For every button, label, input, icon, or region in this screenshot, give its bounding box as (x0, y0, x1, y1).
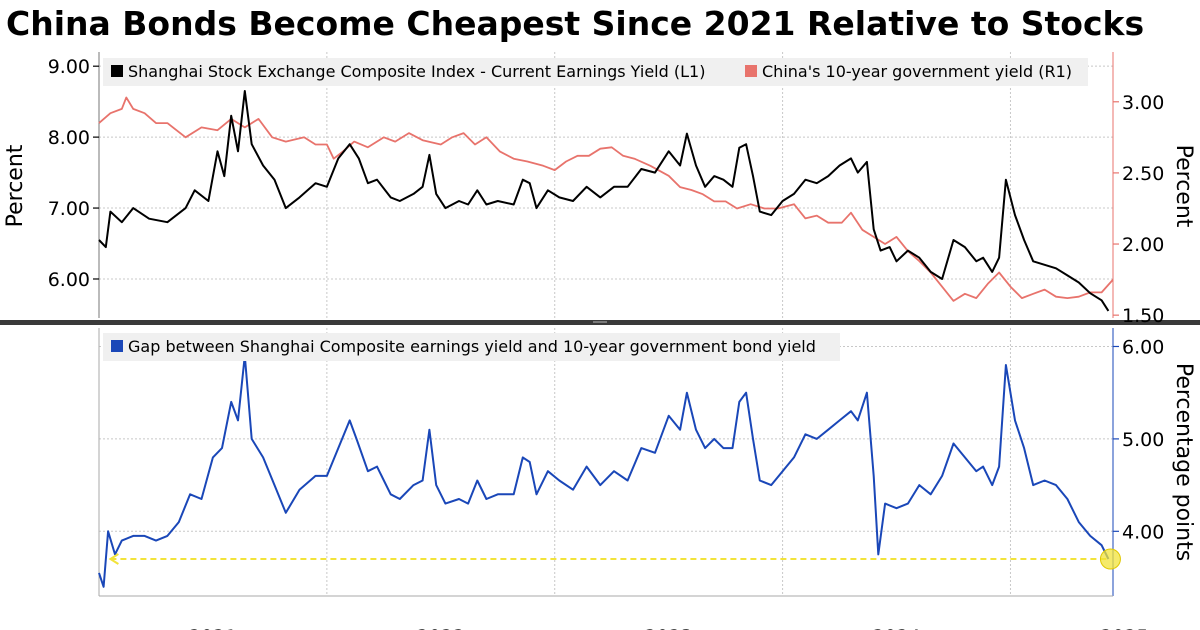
y-tick-label-right: 2.00 (1122, 234, 1164, 256)
bond-yield-line (98, 96, 1114, 302)
y-tick-label-left: 8.00 (48, 127, 90, 149)
legend-label-gap: Gap between Shanghai Composite earnings … (128, 337, 816, 356)
x-tick-label: 2022 (417, 626, 465, 630)
y-tick-label-left: 9.00 (48, 56, 90, 78)
y-tick-label-left: 7.00 (48, 198, 90, 220)
x-tick-label: 2024 (872, 626, 920, 630)
y-tick-label-left: 6.00 (48, 269, 90, 291)
legend-top-bg (103, 58, 1088, 86)
gap-line (98, 354, 1110, 588)
legend-swatch-earnings (111, 65, 123, 77)
chart-title: China Bonds Become Cheapest Since 2021 R… (6, 4, 1145, 43)
legend-swatch-gap (111, 340, 123, 352)
legend-swatch-bond (745, 65, 757, 77)
x-tick-label: 2021 (189, 626, 237, 630)
legend-label-earnings: Shanghai Stock Exchange Composite Index … (128, 62, 705, 81)
legend-bottom-bg (103, 333, 840, 361)
latest-point-marker (1099, 548, 1121, 570)
legends: Shanghai Stock Exchange Composite Index … (103, 58, 1088, 361)
tick-labels: 6.00 7.00 8.00 9.00 1.50 2.00 2.50 3.00 4.00 5.00… (3, 56, 1196, 630)
axes (0, 52, 1200, 597)
y-axis-title-left: Percent (3, 144, 28, 227)
earnings-yield-line (98, 90, 1110, 312)
reference-arrow (108, 553, 119, 565)
legend-label-bond: China's 10-year government yield (R1) (762, 62, 1072, 81)
y-tick-label-bottom: 6.00 (1122, 336, 1164, 358)
x-tick-label: 2025 (1100, 626, 1148, 630)
x-tick-label: 2023 (644, 626, 692, 630)
y-tick-label-bottom: 5.00 (1122, 429, 1164, 451)
series-layer (98, 90, 1121, 588)
y-tick-label-right: 3.00 (1122, 92, 1164, 114)
y-tick-label-right: 2.50 (1122, 163, 1164, 185)
y-axis-title-bottom: Percentage points (1171, 363, 1196, 561)
y-tick-label-right: 1.50 (1122, 305, 1164, 327)
y-tick-label-bottom: 4.00 (1122, 521, 1164, 543)
y-axis-title-right: Percent (1171, 145, 1196, 228)
